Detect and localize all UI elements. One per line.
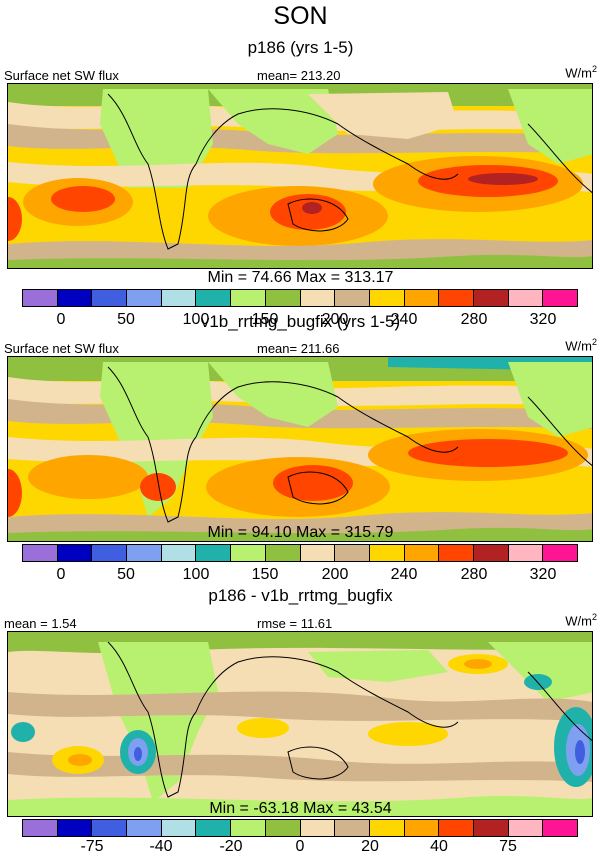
panel-3-heading: p186 - v1b_rrtmg_bugfix: [208, 586, 393, 605]
colorbar-swatch: [23, 545, 58, 561]
colorbar-swatch: [231, 820, 266, 836]
panel-3-map: [7, 631, 593, 817]
colorbar-swatch: [92, 545, 128, 561]
colorbar-swatch: [404, 820, 440, 836]
panel-1-variable-label: Surface net SW flux: [4, 68, 119, 83]
colorbar-swatch: [508, 820, 544, 836]
panel-2-units: W/m2: [565, 337, 597, 354]
colorbar-swatch: [196, 545, 232, 561]
colorbar-swatch: [369, 545, 405, 561]
panel-3-tick: 0: [295, 838, 305, 855]
panel-2-tick: 150: [251, 566, 279, 583]
colorbar-swatch: [508, 290, 544, 306]
colorbar-swatch: [231, 545, 266, 561]
colorbar-swatch: [335, 820, 370, 836]
colorbar-swatch: [300, 290, 336, 306]
colorbar-swatch: [196, 290, 232, 306]
panel-3-tick: -40: [149, 838, 173, 855]
panel-1-colorbar-ticks: 0 50 100 150 200 240 280 320: [22, 291, 578, 328]
panel-2-colorbar: [22, 544, 578, 562]
colorbar-swatch: [127, 545, 162, 561]
panel-2-min-max: Min = 94.10 Max = 315.79: [207, 524, 394, 541]
colorbar-swatch: [161, 820, 197, 836]
colorbar-swatch: [473, 820, 509, 836]
panel-2-tick: 0: [56, 566, 66, 583]
panel-2-tick: 200: [321, 566, 349, 583]
colorbar-swatch: [473, 290, 509, 306]
colorbar-swatch: [300, 820, 336, 836]
colorbar-swatch: [369, 290, 405, 306]
colorbar-swatch: [92, 290, 128, 306]
plot-title: SON: [273, 2, 328, 30]
panel-3-tick: -75: [80, 838, 104, 855]
panel-3-units: W/m2: [565, 612, 597, 629]
panel-2-tick: 100: [182, 566, 210, 583]
panel-2-variable-label: Surface net SW flux: [4, 341, 119, 356]
panel-3-tick: -20: [219, 838, 243, 855]
colorbar-swatch: [127, 290, 162, 306]
panel-3-mean-label: mean = 1.54: [4, 616, 77, 631]
colorbar-swatch: [265, 545, 301, 561]
colorbar-swatch: [57, 820, 93, 836]
colorbar-swatch: [543, 545, 577, 561]
colorbar-swatch: [23, 820, 58, 836]
panel-1-units: W/m2: [565, 64, 597, 81]
panel-2-tick: 240: [390, 566, 418, 583]
colorbar-swatch: [265, 290, 301, 306]
panel-2-tick: 50: [117, 566, 135, 583]
panel-1-tick: 0: [56, 311, 66, 328]
panel-1-heading: p186 (yrs 1-5): [247, 38, 354, 57]
panel-1-tick: 200: [321, 311, 349, 328]
colorbar-swatch: [404, 290, 440, 306]
panel-3-min-max: Min = -63.18 Max = 43.54: [209, 800, 392, 817]
colorbar-swatch: [300, 545, 336, 561]
colorbar-swatch: [439, 290, 474, 306]
colorbar-swatch: [439, 545, 474, 561]
panel-2-colorbar-ticks: 0 50 100 150 200 240 280 320: [22, 546, 578, 583]
panel-2-mean-label: mean= 211.66: [257, 341, 340, 356]
panel-1-tick: 240: [390, 311, 418, 328]
colorbar-swatch: [161, 290, 197, 306]
colorbar-swatch: [335, 290, 370, 306]
colorbar-swatch: [231, 290, 266, 306]
panel-1-min-max: Min = 74.66 Max = 313.17: [207, 269, 394, 286]
colorbar-swatch: [404, 545, 440, 561]
panel-3-colorbar: [22, 819, 578, 837]
colorbar-swatch: [508, 545, 544, 561]
colorbar-swatch: [473, 545, 509, 561]
panel-2-heading: v1b_rrtmg_bugfix (yrs 1-5): [200, 312, 401, 331]
panel-3-rmse-label: rmse = 11.61: [257, 616, 333, 631]
panel-3-tick: 40: [430, 838, 448, 855]
colorbar-swatch: [439, 820, 474, 836]
panel-1-tick: 50: [117, 311, 135, 328]
panel-1-tick: 320: [529, 311, 557, 328]
panel-1-map: [7, 83, 593, 269]
colorbar-swatch: [196, 820, 232, 836]
panel-1-mean-label: mean= 213.20: [257, 68, 341, 83]
colorbar-swatch: [57, 290, 93, 306]
colorbar-swatch: [92, 820, 128, 836]
colorbar-swatch: [161, 545, 197, 561]
colorbar-swatch: [57, 545, 93, 561]
panel-2-map: [7, 356, 593, 542]
colorbar-swatch: [265, 820, 301, 836]
colorbar-swatch: [543, 820, 577, 836]
panel-1-colorbar: [22, 289, 578, 307]
colorbar-swatch: [543, 290, 577, 306]
panel-2-tick: 320: [529, 566, 557, 583]
colorbar-swatch: [127, 820, 162, 836]
panel-3-tick: 75: [499, 838, 517, 855]
panel-1-tick: 150: [251, 311, 279, 328]
colorbar-swatch: [335, 545, 370, 561]
panel-2-tick: 280: [460, 566, 488, 583]
panel-1-tick: 100: [182, 311, 210, 328]
panel-3-colorbar-ticks: -75 -40 -20 0 20 40 75: [22, 821, 578, 855]
panel-3-tick: 20: [361, 838, 379, 855]
panel-1-tick: 280: [460, 311, 488, 328]
colorbar-swatch: [369, 820, 405, 836]
colorbar-swatch: [23, 290, 58, 306]
